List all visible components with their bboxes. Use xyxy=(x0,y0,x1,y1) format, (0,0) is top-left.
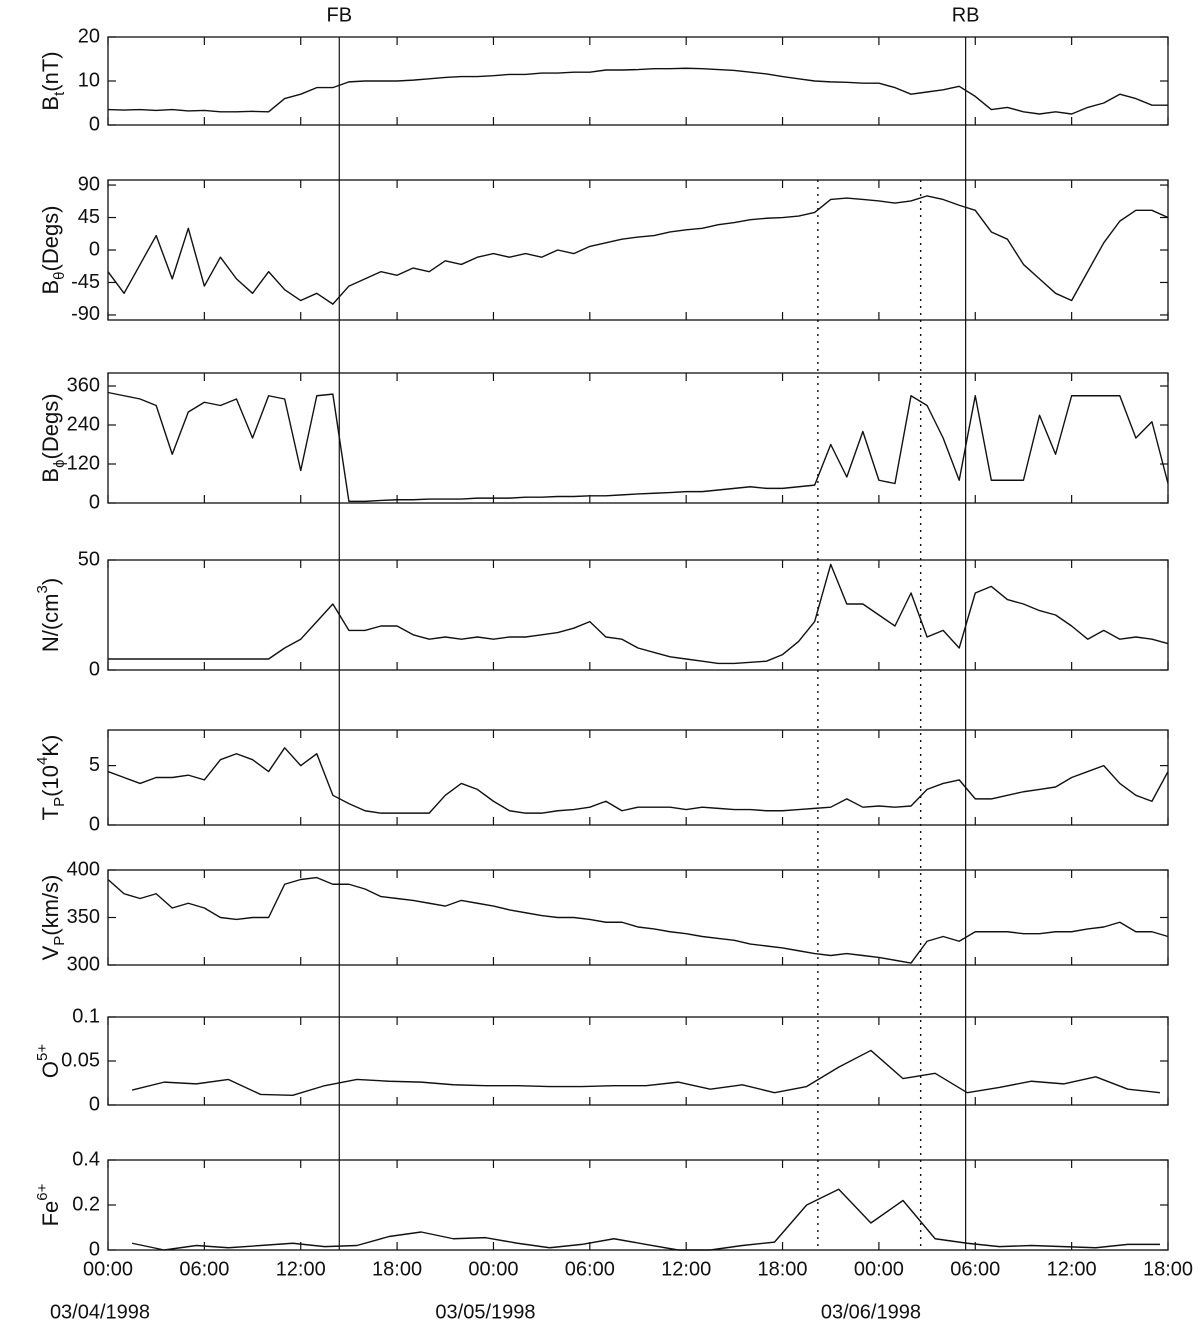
y-axis-label: Bϕ(Degs) xyxy=(38,393,69,482)
y-axis-label-part: O xyxy=(38,1061,63,1078)
x-tick-label: 12:00 xyxy=(661,1258,711,1280)
y-axis-label-part: K) xyxy=(38,735,63,757)
y-tick-label: 400 xyxy=(67,858,100,880)
y-tick-label: 0 xyxy=(89,813,100,835)
boundary-label: FB xyxy=(326,4,352,26)
y-axis-label-part: t xyxy=(51,91,68,96)
x-tick-label: 00:00 xyxy=(854,1258,904,1280)
y-tick-label: 20 xyxy=(78,25,100,47)
panel-frame xyxy=(107,729,1169,826)
y-tick-label: 0.4 xyxy=(72,1148,100,1170)
y-axis-label: VP(km/s) xyxy=(38,875,69,961)
y-axis-label-part: P xyxy=(51,936,68,946)
boundary-label: RB xyxy=(952,4,980,26)
data-line xyxy=(107,391,1169,503)
y-axis-label-part: Fe xyxy=(38,1201,63,1227)
y-axis-label-part: 6+ xyxy=(34,1183,51,1200)
y-axis-label-part: B xyxy=(38,468,63,483)
y-axis-label-part: 5+ xyxy=(34,1044,51,1061)
y-tick-label: 10 xyxy=(78,69,100,91)
y-axis-label: Bt(nT) xyxy=(38,51,69,110)
y-tick-label: 0 xyxy=(89,1093,100,1115)
x-tick-label: 00:00 xyxy=(83,1258,133,1280)
y-axis-label-part: (Degs) xyxy=(38,205,63,271)
y-tick-label: 350 xyxy=(67,906,100,928)
x-tick-label: 18:00 xyxy=(372,1258,422,1280)
date-label: 03/06/1998 xyxy=(821,1301,921,1323)
x-tick-label: 00:00 xyxy=(468,1258,518,1280)
y-axis-label-part: B xyxy=(38,280,63,295)
data-line xyxy=(107,67,1168,115)
y-tick-label: 0.1 xyxy=(72,1005,100,1027)
y-axis-label-part: ϕ xyxy=(51,459,68,467)
date-label: 03/05/1998 xyxy=(435,1301,535,1323)
y-axis-label-part: θ xyxy=(51,271,68,279)
y-axis-label-part: 4 xyxy=(34,757,51,765)
data-line xyxy=(108,563,1169,665)
x-tick-label: 06:00 xyxy=(179,1258,229,1280)
x-tick-label: 06:00 xyxy=(565,1258,615,1280)
y-axis-label-part: (km/s) xyxy=(38,875,63,936)
y-tick-label: 5 xyxy=(89,754,100,776)
y-axis-label-part: 3 xyxy=(34,585,51,593)
y-axis-label: N/(cm3) xyxy=(34,578,62,652)
y-axis-label-part: ) xyxy=(38,578,63,585)
x-tick-label: 06:00 xyxy=(950,1258,1000,1280)
x-tick-label: 18:00 xyxy=(758,1258,808,1280)
data-line xyxy=(107,747,1169,814)
y-tick-label: 90 xyxy=(78,173,100,195)
panel-frame xyxy=(107,179,1169,321)
y-axis-label-part: V xyxy=(38,945,63,960)
y-axis-label-part: N/(cm xyxy=(38,594,63,653)
date-label: 03/04/1998 xyxy=(50,1301,150,1323)
y-axis-label: Bθ(Degs) xyxy=(38,205,69,294)
x-tick-label: 12:00 xyxy=(1047,1258,1097,1280)
y-tick-label: 0 xyxy=(89,658,100,680)
y-tick-label: 0.2 xyxy=(72,1193,100,1215)
y-tick-label: 0.05 xyxy=(61,1049,100,1071)
y-axis-label-part: (nT) xyxy=(38,51,63,91)
x-tick-label: 12:00 xyxy=(276,1258,326,1280)
data-line xyxy=(107,195,1169,305)
panel-frame xyxy=(107,1016,1169,1106)
y-axis-label-part: (Degs) xyxy=(38,393,63,459)
y-tick-label: 0 xyxy=(89,113,100,135)
y-axis-label: TP(104K) xyxy=(34,735,68,821)
data-line xyxy=(131,1049,1161,1097)
y-axis-label: O5+ xyxy=(34,1044,62,1078)
x-tick-label: 18:00 xyxy=(1143,1258,1193,1280)
y-tick-label: 360 xyxy=(67,374,100,396)
panel-frame xyxy=(107,1159,1169,1251)
y-tick-label: -90 xyxy=(71,303,100,325)
y-tick-label: 300 xyxy=(67,953,100,975)
y-tick-label: 0 xyxy=(89,238,100,260)
y-tick-label: 120 xyxy=(67,452,100,474)
y-axis-label-part: P xyxy=(51,797,68,807)
data-line xyxy=(131,1188,1160,1251)
y-tick-label: 45 xyxy=(78,206,100,228)
panel-frame xyxy=(107,559,1169,671)
y-tick-label: 0 xyxy=(89,1238,100,1260)
y-axis-label: Fe6+ xyxy=(34,1183,62,1226)
y-axis-label-part: B xyxy=(38,96,63,111)
y-tick-label: 50 xyxy=(78,548,100,570)
data-line xyxy=(107,876,1169,964)
y-axis-label-part: (10 xyxy=(38,765,63,797)
panel-frame xyxy=(107,372,1169,504)
y-tick-label: 240 xyxy=(67,413,100,435)
y-axis-label-part: T xyxy=(38,807,63,820)
y-tick-label: 0 xyxy=(89,491,100,513)
y-tick-label: -45 xyxy=(71,271,100,293)
